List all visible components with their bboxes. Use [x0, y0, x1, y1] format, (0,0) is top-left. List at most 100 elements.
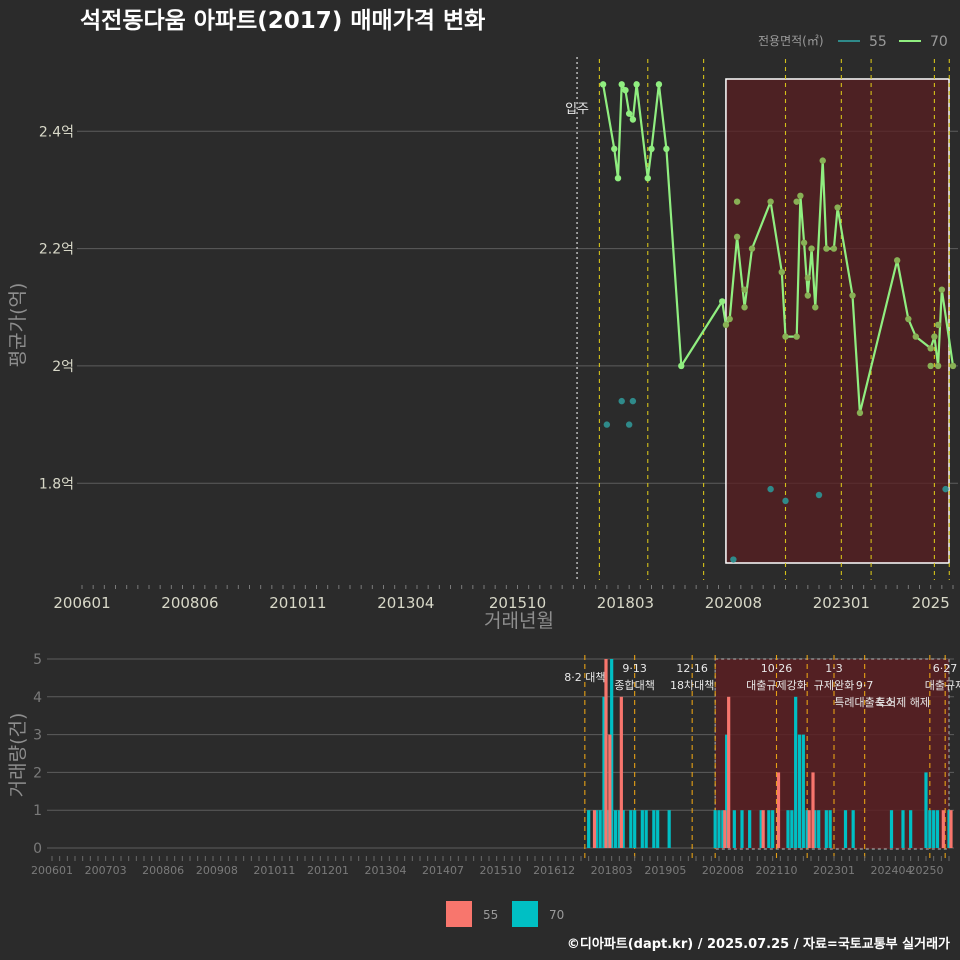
point-70	[741, 286, 748, 293]
bar-70	[610, 659, 614, 848]
highlight-range	[725, 78, 950, 564]
bar-70	[617, 810, 621, 848]
bar-70	[740, 810, 744, 848]
point-55	[782, 497, 789, 505]
volume-x-tick-label: 202110	[756, 864, 798, 877]
bar-70	[805, 810, 809, 848]
point-70	[823, 245, 830, 252]
volume-x-tick-label: 201201	[307, 864, 349, 877]
legend-label-55-bottom: 55	[483, 908, 498, 922]
point-70	[719, 298, 726, 305]
y-tick-label: 2억	[52, 359, 74, 375]
bar-70	[824, 810, 828, 848]
point-70	[678, 362, 685, 370]
point-70	[808, 245, 815, 252]
point-70	[912, 333, 919, 340]
bar-70	[621, 810, 625, 848]
volume-x-tick-label: 202404	[871, 864, 913, 877]
volume-x-tick-label: 200806	[142, 864, 184, 877]
bar-70	[790, 810, 794, 848]
legend-swatch-55	[446, 901, 472, 927]
policy-annotation: 8·2 대책	[564, 671, 605, 684]
point-70	[629, 116, 637, 123]
point-55	[730, 556, 737, 563]
price-chart-panel: 1.8억 2억 2.2억 2.4억 입주 200601 200806 201011 201304…	[39, 57, 958, 612]
bar-70	[935, 810, 940, 848]
point-55	[629, 397, 637, 405]
volume-y-tick-label: 0	[33, 841, 42, 857]
point-70	[927, 345, 934, 352]
policy-annotation: 9·13	[622, 662, 647, 675]
bar-70	[901, 810, 905, 848]
bar-70	[813, 810, 817, 848]
bar-55	[811, 772, 815, 848]
point-70	[611, 145, 618, 153]
bar-70	[786, 810, 790, 848]
point-70	[849, 292, 856, 299]
bar-55	[619, 696, 623, 848]
bar-55	[807, 810, 811, 848]
bar-70	[633, 810, 637, 848]
bar-70	[928, 810, 932, 848]
volume-y-tick-label: 1	[33, 803, 42, 819]
volume-x-tick-label: 200601	[31, 864, 73, 877]
bar-70	[828, 810, 832, 848]
bar-70	[767, 810, 771, 848]
x-tick-label: 201803	[597, 594, 654, 612]
point-70	[767, 198, 774, 205]
volume-x-tick-label: 201011	[253, 864, 295, 877]
bar-70	[652, 810, 656, 848]
move-in-label: 입주	[565, 102, 589, 117]
bar-70	[594, 810, 598, 848]
point-55	[625, 421, 633, 428]
legend-title: 전용면적(㎡)	[758, 34, 824, 48]
bar-70	[606, 810, 610, 848]
point-70	[819, 157, 826, 164]
point-70	[618, 81, 625, 88]
volume-x-tick-label: 200703	[85, 864, 127, 877]
bar-70	[644, 810, 648, 848]
line-70	[602, 83, 955, 414]
point-55	[815, 491, 823, 499]
legend-label-70: 70	[930, 34, 948, 50]
point-70	[830, 245, 838, 252]
point-70	[726, 315, 733, 323]
bar-70	[771, 810, 775, 848]
volume-x-tick-label: 200908	[196, 864, 238, 877]
bottom-legend: 55 70	[446, 901, 564, 927]
bar-70	[889, 810, 894, 848]
bar-70	[613, 810, 618, 848]
volume-x-tick-label: 202008	[702, 864, 744, 877]
volume-y-axis-title: 거래량(건)	[7, 713, 29, 798]
policy-annotation: 9·7	[856, 679, 874, 692]
policy-annotation: 12·16	[676, 662, 708, 675]
x-tick-label: 202301	[813, 594, 870, 612]
bar-55	[604, 659, 608, 848]
bar-55	[727, 696, 731, 848]
bar-70	[629, 810, 633, 848]
bar-55	[949, 810, 953, 848]
bar-70	[640, 810, 644, 848]
top-legend: 전용면적(㎡) 55 70	[758, 34, 948, 50]
point-70	[778, 268, 785, 276]
point-70	[905, 315, 912, 323]
bar-55	[776, 772, 781, 848]
policy-annotation: 18차대책	[670, 679, 714, 692]
volume-x-tick-label: 201803	[591, 864, 633, 877]
x-tick-label: 201011	[269, 594, 326, 612]
y-tick-label: 2.4억	[39, 124, 74, 140]
point-55	[603, 421, 611, 428]
point-70	[938, 286, 946, 293]
bar-70	[656, 810, 660, 848]
policy-annotation: 6·27	[933, 662, 958, 675]
bar-70	[924, 772, 928, 848]
bar-55	[761, 810, 765, 848]
point-70	[782, 333, 789, 340]
bar-70	[759, 810, 763, 848]
policy-annotation: 10·26	[761, 662, 793, 675]
volume-y-tick-label: 2	[33, 765, 42, 781]
point-70	[748, 245, 756, 252]
bar-70	[794, 696, 798, 848]
point-70	[812, 304, 819, 311]
